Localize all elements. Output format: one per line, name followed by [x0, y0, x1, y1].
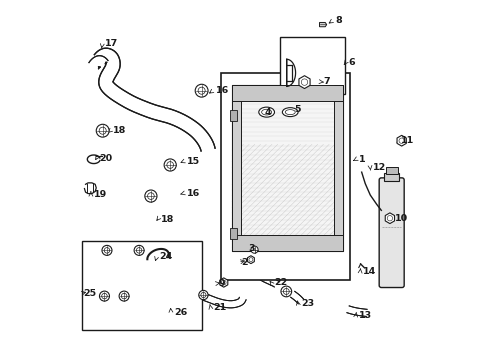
Text: 10: 10	[394, 214, 407, 223]
Circle shape	[164, 159, 176, 171]
Circle shape	[99, 127, 106, 134]
Circle shape	[102, 293, 107, 299]
Text: 18: 18	[113, 126, 126, 135]
Circle shape	[102, 246, 112, 255]
Polygon shape	[396, 135, 406, 146]
Polygon shape	[290, 291, 303, 304]
Bar	[230, 111, 237, 121]
Text: 24: 24	[159, 252, 172, 261]
Text: 13: 13	[358, 311, 371, 320]
Text: 26: 26	[173, 308, 186, 317]
Polygon shape	[346, 306, 366, 316]
Circle shape	[99, 291, 109, 301]
Text: 25: 25	[83, 289, 96, 298]
Text: 5: 5	[293, 105, 300, 114]
Polygon shape	[201, 293, 245, 308]
Circle shape	[281, 286, 291, 297]
Circle shape	[147, 193, 154, 199]
Text: 3: 3	[247, 244, 254, 253]
Polygon shape	[385, 213, 394, 224]
Circle shape	[221, 280, 225, 285]
Text: 14: 14	[363, 267, 376, 276]
Ellipse shape	[285, 110, 295, 114]
Text: 12: 12	[372, 163, 386, 172]
Text: 16: 16	[216, 86, 229, 95]
Text: 18: 18	[160, 215, 174, 224]
Circle shape	[198, 291, 207, 300]
Polygon shape	[247, 256, 254, 264]
Text: 19: 19	[94, 190, 107, 199]
Text: 8: 8	[335, 16, 342, 25]
Polygon shape	[89, 56, 108, 69]
Bar	[231, 85, 241, 251]
FancyBboxPatch shape	[378, 178, 404, 288]
Polygon shape	[116, 251, 160, 274]
Circle shape	[198, 87, 205, 94]
Polygon shape	[92, 251, 109, 269]
Bar	[280, 37, 344, 94]
Text: 9: 9	[218, 279, 224, 288]
Bar	[333, 85, 342, 251]
Text: 17: 17	[105, 39, 118, 48]
Circle shape	[201, 292, 205, 298]
Bar	[82, 241, 201, 330]
Text: 4: 4	[264, 108, 270, 117]
Circle shape	[248, 258, 252, 262]
Circle shape	[386, 216, 392, 221]
Circle shape	[104, 248, 109, 253]
Circle shape	[283, 288, 288, 294]
Bar	[384, 173, 398, 181]
Circle shape	[398, 138, 404, 143]
Bar	[230, 228, 237, 239]
Polygon shape	[319, 22, 326, 27]
Circle shape	[195, 84, 207, 97]
Text: 16: 16	[186, 189, 200, 198]
Text: 2: 2	[241, 258, 247, 267]
Text: 1: 1	[358, 155, 365, 164]
Text: 23: 23	[300, 300, 313, 309]
Circle shape	[166, 162, 173, 168]
Polygon shape	[94, 48, 215, 151]
Bar	[221, 73, 349, 280]
Bar	[231, 85, 342, 251]
Polygon shape	[219, 278, 227, 287]
Circle shape	[250, 246, 258, 253]
Circle shape	[134, 246, 144, 255]
Text: 22: 22	[273, 278, 286, 287]
Polygon shape	[259, 274, 279, 287]
Circle shape	[301, 79, 307, 85]
Bar	[231, 235, 342, 251]
Ellipse shape	[258, 107, 274, 117]
Ellipse shape	[282, 108, 298, 117]
Text: 15: 15	[187, 157, 200, 166]
Circle shape	[121, 293, 126, 299]
Text: 6: 6	[348, 58, 355, 67]
Bar	[231, 85, 342, 102]
Circle shape	[144, 190, 157, 202]
Circle shape	[119, 291, 129, 301]
Ellipse shape	[261, 109, 271, 115]
Text: 7: 7	[323, 77, 329, 86]
Polygon shape	[298, 76, 309, 89]
Circle shape	[96, 124, 109, 137]
Text: 21: 21	[213, 303, 226, 312]
Circle shape	[136, 248, 142, 253]
Text: 20: 20	[99, 154, 112, 163]
Bar	[385, 167, 397, 174]
Text: 11: 11	[400, 136, 413, 145]
